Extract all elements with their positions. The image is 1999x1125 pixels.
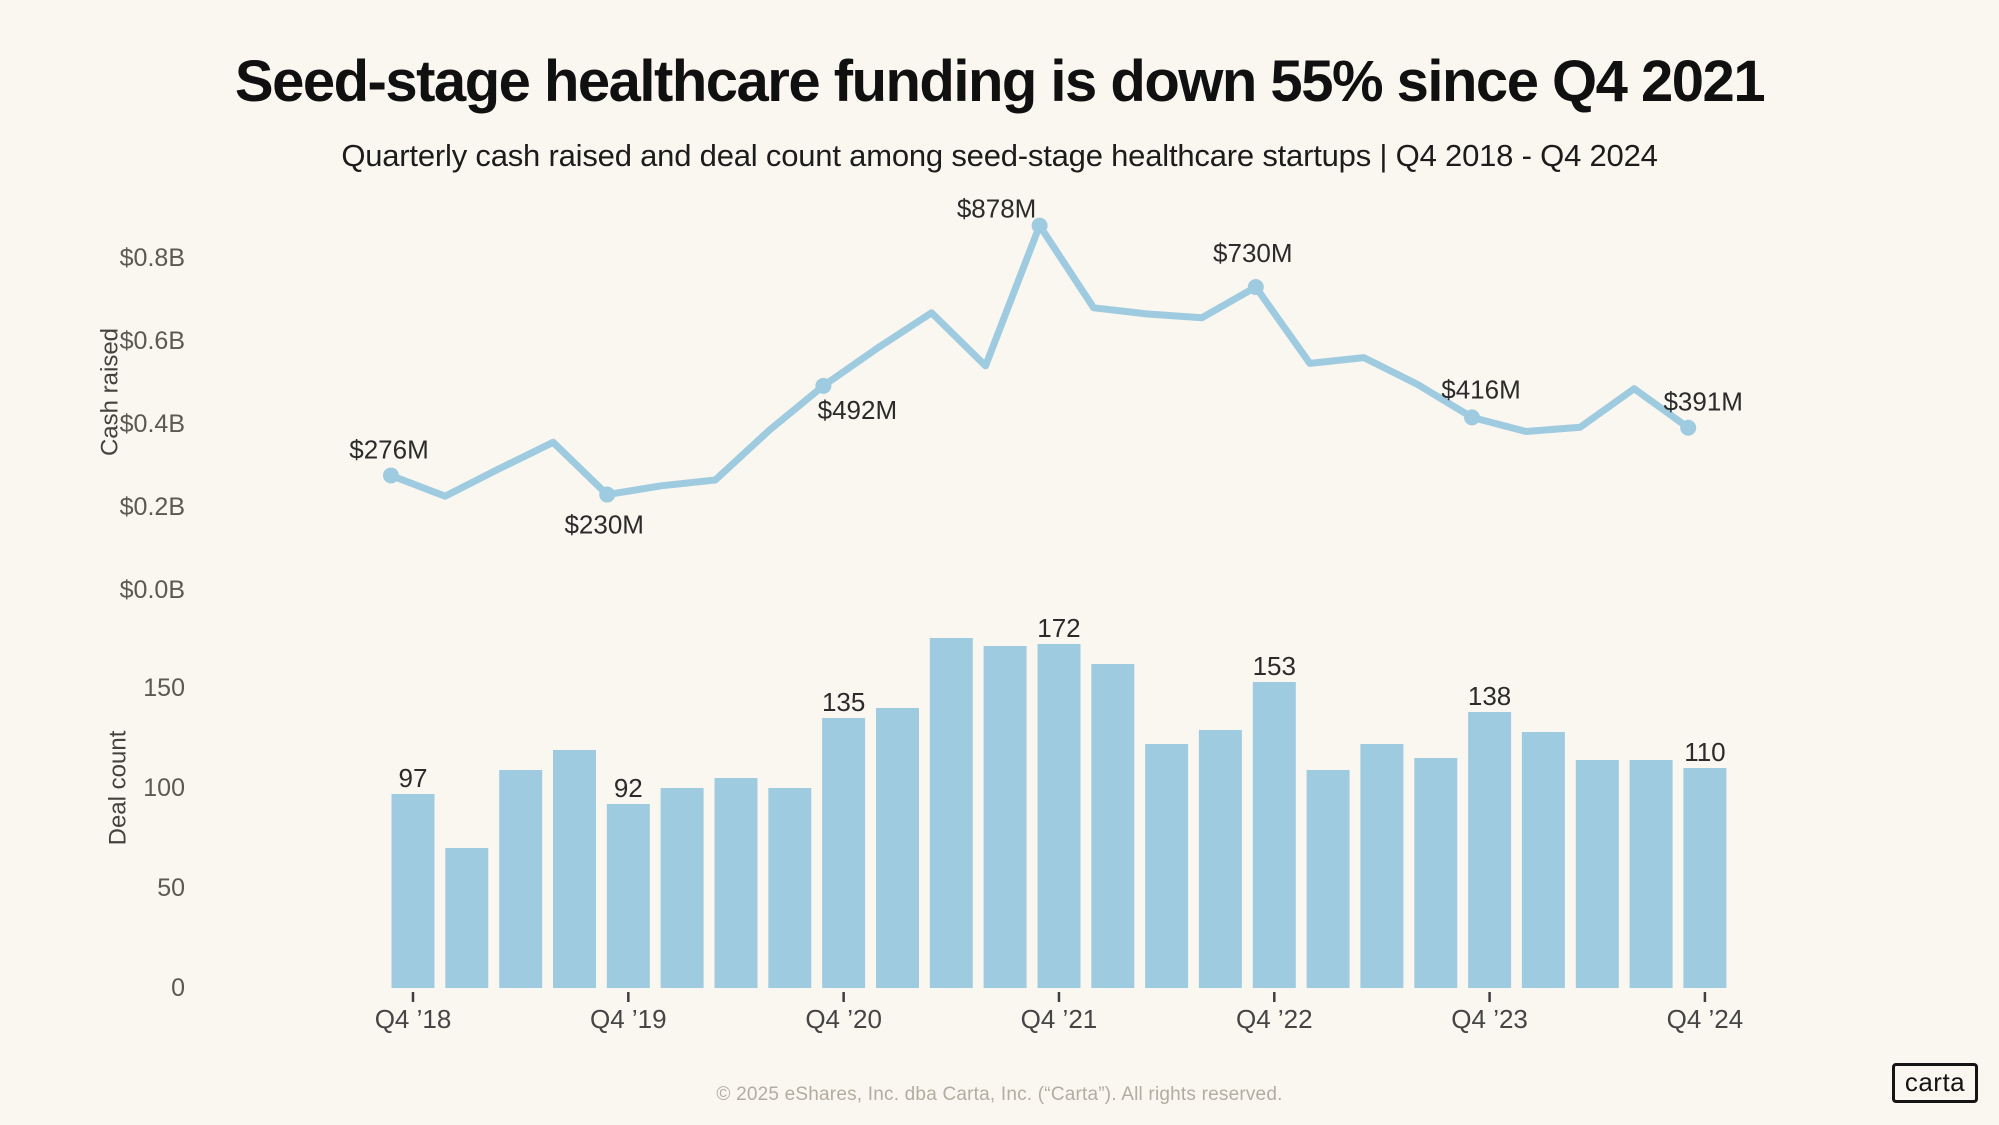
deal-count-bar — [1145, 744, 1189, 988]
bar-value-label: 97 — [399, 763, 428, 793]
bar-ytick-label: 50 — [157, 874, 185, 902]
xaxis-tick-label: Q4 ’18 — [375, 1004, 452, 1034]
deal-count-bar — [1360, 744, 1404, 988]
xaxis-tick-label: Q4 ’19 — [590, 1004, 667, 1034]
line-ytick-label: $0.6B — [120, 327, 185, 355]
deal-count-bar — [1575, 760, 1619, 988]
cash-raised-line-series — [387, 222, 1692, 500]
page-subtitle: Quarterly cash raised and deal count amo… — [341, 138, 1658, 173]
line-point-marker — [1247, 279, 1264, 296]
line-ytick-label: $0.2B — [120, 493, 185, 521]
deal-count-bar — [1629, 760, 1673, 988]
line-ytick-label: $0.4B — [120, 410, 185, 438]
line-point-label: $230M — [564, 510, 644, 540]
deal-count-bar — [983, 646, 1027, 988]
bar-value-label: 172 — [1037, 613, 1080, 643]
xaxis-tick-label: Q4 ’21 — [1021, 1004, 1098, 1034]
deal-count-bar — [660, 788, 704, 988]
deal-count-bar — [1198, 730, 1242, 988]
deal-count-bar — [768, 788, 812, 988]
deal-count-bar — [1414, 758, 1458, 988]
deal-count-bar — [499, 770, 543, 988]
bar-value-label: 135 — [822, 687, 865, 717]
deal-count-bar — [1468, 712, 1512, 988]
line-point-marker — [1680, 419, 1697, 436]
deal-count-bar — [1683, 768, 1727, 988]
footer-copyright: © 2025 eShares, Inc. dba Carta, Inc. (“C… — [716, 1084, 1283, 1105]
line-point-label: $492M — [818, 395, 898, 425]
bar-ytick-label: 150 — [143, 674, 185, 702]
line-point-marker — [599, 486, 616, 503]
line-point-label: $878M — [957, 194, 1037, 224]
xaxis-tick-label: Q4 ’22 — [1236, 1004, 1313, 1034]
carta-logo-text: carta — [1904, 1067, 1966, 1097]
xaxis-tick-label: Q4 ’23 — [1451, 1004, 1528, 1034]
page-title: Seed-stage healthcare funding is down 55… — [234, 49, 1766, 114]
line-point-marker — [815, 377, 832, 394]
bar-yaxis-title: Deal count — [105, 730, 132, 845]
deal-count-bar — [876, 708, 919, 988]
line-point-marker — [1031, 217, 1048, 234]
xaxis-tick-label: Q4 ’20 — [805, 1004, 882, 1034]
deal-count-bar — [445, 848, 489, 988]
deal-count-bar — [553, 750, 596, 988]
deal-count-bar — [929, 638, 973, 988]
bar-value-label: 153 — [1253, 651, 1296, 681]
bar-value-label: 138 — [1468, 681, 1511, 711]
line-point-label: $391M — [1663, 387, 1743, 417]
deal-count-bar — [822, 718, 866, 988]
line-yaxis-title: Cash raised — [97, 328, 124, 456]
line-point-marker — [1464, 409, 1480, 426]
deal-count-bar — [1306, 770, 1350, 988]
line-point-label: $416M — [1441, 374, 1521, 404]
bar-ytick-label: 100 — [143, 774, 185, 802]
deal-count-bar — [606, 804, 650, 988]
line-point-label: $276M — [349, 434, 429, 464]
line-ytick-label: $0.8B — [120, 244, 185, 272]
xaxis-tick-label: Q4 ’24 — [1667, 1004, 1744, 1034]
line-point-label: $730M — [1213, 238, 1293, 268]
deal-count-bar — [1521, 732, 1565, 988]
deal-count-bar — [1252, 682, 1296, 988]
deal-count-bar — [714, 778, 758, 988]
bar-ytick-label: 0 — [171, 974, 185, 1002]
deal-count-bar — [1091, 664, 1135, 988]
deal-count-bar — [1037, 644, 1081, 988]
bar-value-label: 92 — [614, 773, 643, 803]
line-ytick-label: $0.0B — [120, 576, 185, 604]
line-point-marker — [383, 467, 399, 484]
carta-logo: carta — [1892, 1063, 1978, 1103]
bar-value-label: 110 — [1684, 737, 1725, 767]
deal-count-bar — [391, 794, 435, 988]
